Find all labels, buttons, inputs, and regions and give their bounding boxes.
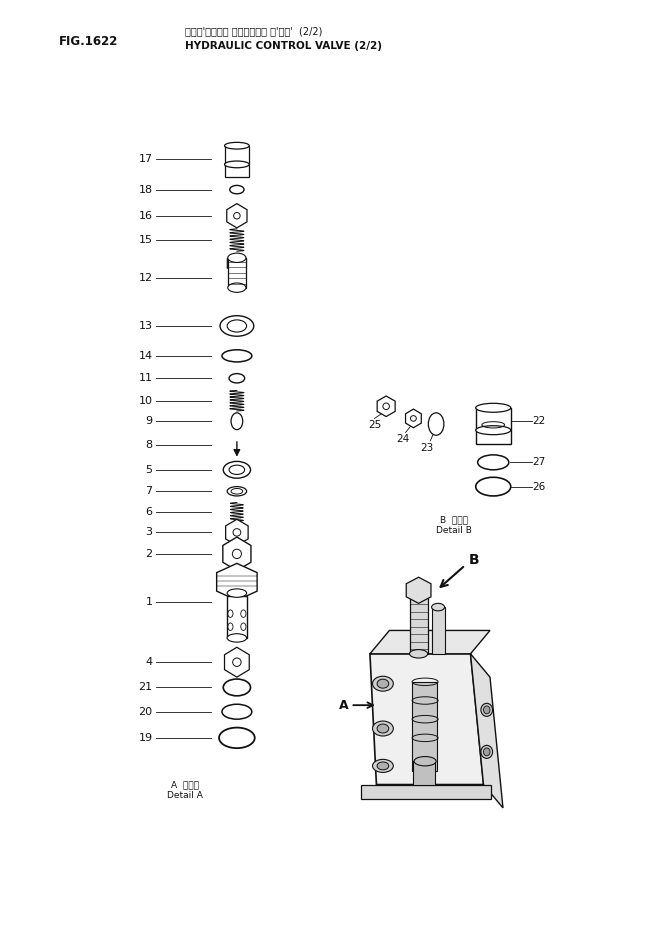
- Ellipse shape: [228, 283, 246, 292]
- Ellipse shape: [476, 426, 511, 434]
- Polygon shape: [226, 519, 248, 545]
- Text: 8: 8: [145, 440, 153, 449]
- Ellipse shape: [476, 403, 511, 412]
- Polygon shape: [406, 409, 421, 428]
- Circle shape: [231, 413, 243, 430]
- Text: 25: 25: [368, 420, 381, 431]
- Ellipse shape: [229, 465, 245, 474]
- Text: 18: 18: [138, 185, 153, 194]
- Ellipse shape: [228, 253, 246, 262]
- Polygon shape: [370, 630, 490, 654]
- Ellipse shape: [227, 319, 247, 333]
- Text: A  詳細図
Detail A: A 詳細図 Detail A: [167, 781, 203, 800]
- Text: 24: 24: [396, 434, 409, 445]
- Polygon shape: [377, 396, 395, 417]
- Text: 9: 9: [145, 417, 153, 426]
- Bar: [432, 607, 445, 654]
- Polygon shape: [227, 204, 247, 228]
- Text: 14: 14: [138, 351, 153, 361]
- Bar: [225, 146, 249, 177]
- Text: 4: 4: [145, 658, 153, 667]
- Ellipse shape: [481, 745, 493, 758]
- Bar: [412, 682, 437, 771]
- Text: ハイト'ロリック コントロール ハ'ルブ'  (2/2): ハイト'ロリック コントロール ハ'ルブ' (2/2): [185, 26, 323, 36]
- Text: 2: 2: [145, 549, 153, 559]
- Ellipse shape: [410, 589, 428, 598]
- Polygon shape: [217, 563, 257, 601]
- Text: B: B: [469, 554, 480, 567]
- Ellipse shape: [220, 316, 254, 336]
- Ellipse shape: [484, 706, 490, 714]
- Ellipse shape: [227, 633, 247, 643]
- Text: FIG.1622: FIG.1622: [58, 35, 117, 48]
- Ellipse shape: [432, 603, 445, 611]
- Circle shape: [428, 413, 444, 435]
- Ellipse shape: [373, 759, 393, 772]
- Ellipse shape: [377, 679, 389, 688]
- Ellipse shape: [225, 142, 249, 149]
- Text: 1: 1: [145, 598, 153, 607]
- Text: 27: 27: [532, 458, 545, 467]
- Text: 20: 20: [138, 707, 153, 716]
- Text: 19: 19: [138, 733, 153, 743]
- Bar: [228, 258, 246, 288]
- Ellipse shape: [225, 161, 249, 168]
- Text: HYDRAULIC CONTROL VALVE (2/2): HYDRAULIC CONTROL VALVE (2/2): [185, 41, 382, 51]
- Polygon shape: [406, 577, 431, 603]
- Bar: [227, 596, 247, 638]
- Ellipse shape: [223, 461, 251, 478]
- Polygon shape: [227, 254, 247, 273]
- Text: 16: 16: [138, 211, 153, 220]
- Polygon shape: [471, 654, 503, 808]
- Text: 23: 23: [421, 443, 434, 453]
- Polygon shape: [223, 537, 251, 571]
- Text: 6: 6: [145, 507, 153, 517]
- Ellipse shape: [484, 748, 490, 756]
- Ellipse shape: [377, 762, 389, 770]
- Text: 5: 5: [145, 465, 153, 474]
- Bar: [361, 785, 491, 799]
- Text: 21: 21: [138, 683, 153, 692]
- Text: 11: 11: [138, 374, 153, 383]
- Bar: [476, 408, 511, 444]
- Text: 17: 17: [138, 154, 153, 163]
- Ellipse shape: [373, 676, 393, 691]
- Polygon shape: [225, 647, 249, 677]
- Ellipse shape: [410, 650, 428, 658]
- Ellipse shape: [414, 757, 436, 766]
- Text: A: A: [339, 699, 349, 712]
- Ellipse shape: [373, 721, 393, 736]
- Bar: [413, 761, 435, 785]
- Text: 12: 12: [138, 274, 153, 283]
- Text: 22: 22: [532, 417, 545, 426]
- Text: 15: 15: [138, 235, 153, 245]
- Ellipse shape: [227, 589, 247, 598]
- Text: 13: 13: [138, 321, 153, 331]
- Bar: [410, 593, 428, 654]
- Text: 7: 7: [145, 487, 153, 496]
- Text: 3: 3: [145, 528, 153, 537]
- Text: 10: 10: [138, 396, 153, 405]
- Polygon shape: [370, 654, 484, 785]
- Text: 26: 26: [532, 482, 545, 491]
- Ellipse shape: [481, 703, 493, 716]
- Text: B  詳細図
Detail B: B 詳細図 Detail B: [436, 516, 472, 535]
- Ellipse shape: [377, 724, 389, 733]
